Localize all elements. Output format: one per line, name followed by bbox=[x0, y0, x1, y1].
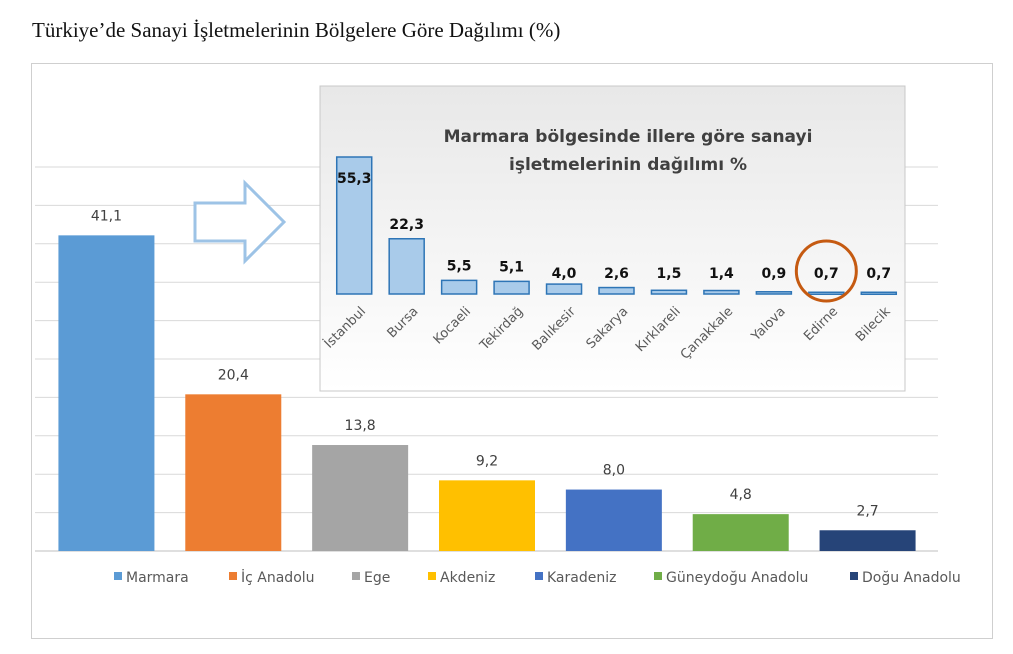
bar-doğu-anadolu bbox=[819, 530, 916, 551]
inset-value-label: 1,5 bbox=[657, 266, 682, 282]
legend-label: Marmara bbox=[126, 570, 189, 586]
edirne-highlight-circle bbox=[794, 239, 858, 303]
inset-bar bbox=[703, 289, 740, 295]
legend-label: Ege bbox=[364, 570, 390, 586]
page-title: Türkiye’de Sanayi İşletmelerinin Bölgele… bbox=[32, 18, 561, 42]
inset-chart: Marmara bölgesinde illere göre sanayi iş… bbox=[319, 85, 906, 392]
legend-swatch bbox=[229, 572, 237, 580]
legend: Marmara İç Anadolu Ege Akdeniz Karadeniz Güne… bbox=[114, 568, 961, 586]
inset-value-label: 0,9 bbox=[761, 266, 786, 282]
legend-swatch bbox=[654, 572, 662, 580]
inset-bar bbox=[545, 283, 583, 295]
inset-value-label: 22,3 bbox=[389, 217, 424, 233]
bar-value-label: 20,4 bbox=[218, 367, 249, 383]
inset-value-labels: 55,3 22,3 5,5 5,1 4,0 2,6 1,5 1,4 0,9 0,7 0,7 bbox=[337, 171, 891, 282]
legend-label: Akdeniz bbox=[440, 570, 495, 586]
legend-swatch bbox=[114, 572, 122, 580]
legend-label: Doğu Anadolu bbox=[862, 570, 961, 586]
legend-swatch bbox=[352, 572, 360, 580]
inset-bar bbox=[860, 291, 898, 296]
bar-value-label: 9,2 bbox=[476, 453, 498, 469]
legend-label: Karadeniz bbox=[547, 570, 616, 586]
right-arrow-icon bbox=[193, 179, 287, 265]
inset-bar bbox=[808, 291, 845, 296]
bar-i-ç-anadolu bbox=[185, 394, 282, 551]
inset-value-label: 0,7 bbox=[866, 266, 891, 282]
inset-bar bbox=[650, 289, 688, 295]
inset-value-label: 0,7 bbox=[814, 266, 839, 282]
bar-value-label: 2,7 bbox=[856, 503, 878, 519]
inset-value-label: 55,3 bbox=[337, 171, 372, 187]
inset-value-label: 5,1 bbox=[499, 259, 524, 275]
bar-güneydoğu-anadolu bbox=[692, 514, 789, 551]
legend-swatch bbox=[850, 572, 858, 580]
inset-bar bbox=[598, 286, 635, 295]
inset-bar bbox=[335, 156, 373, 295]
bar-value-label: 8,0 bbox=[603, 463, 625, 479]
bar-value-label: 4,8 bbox=[730, 487, 752, 503]
bar-marmara bbox=[58, 235, 155, 552]
bar-value-label: 41,1 bbox=[91, 208, 122, 224]
inset-value-label: 5,5 bbox=[447, 258, 472, 274]
bar-akdeniz bbox=[439, 480, 535, 551]
legend-label: Güneydoğu Anadolu bbox=[666, 570, 808, 586]
legend-swatch bbox=[535, 572, 543, 580]
bar-value-label: 13,8 bbox=[345, 418, 376, 434]
inset-bar bbox=[755, 291, 793, 295]
main-bars bbox=[58, 235, 916, 552]
legend-swatch bbox=[428, 572, 436, 580]
inset-title-line-1: Marmara bölgesinde illere göre sanayi bbox=[444, 127, 813, 147]
bar-karadeniz bbox=[565, 489, 662, 551]
inset-value-label: 1,4 bbox=[709, 266, 734, 282]
inset-bar bbox=[440, 279, 478, 295]
inset-value-label: 4,0 bbox=[552, 266, 577, 282]
legend-label: İç Anadolu bbox=[241, 568, 315, 586]
inset-bar bbox=[388, 238, 425, 295]
inset-bars bbox=[335, 156, 898, 303]
main-value-labels: 41,1 20,4 13,8 9,2 8,0 4,8 2,7 bbox=[91, 208, 879, 519]
inset-bar bbox=[493, 280, 530, 295]
inset-value-label: 2,6 bbox=[604, 266, 629, 282]
inset-title-line-2: işletmelerinin dağılımı % bbox=[509, 155, 747, 175]
bar-ege bbox=[312, 445, 409, 551]
